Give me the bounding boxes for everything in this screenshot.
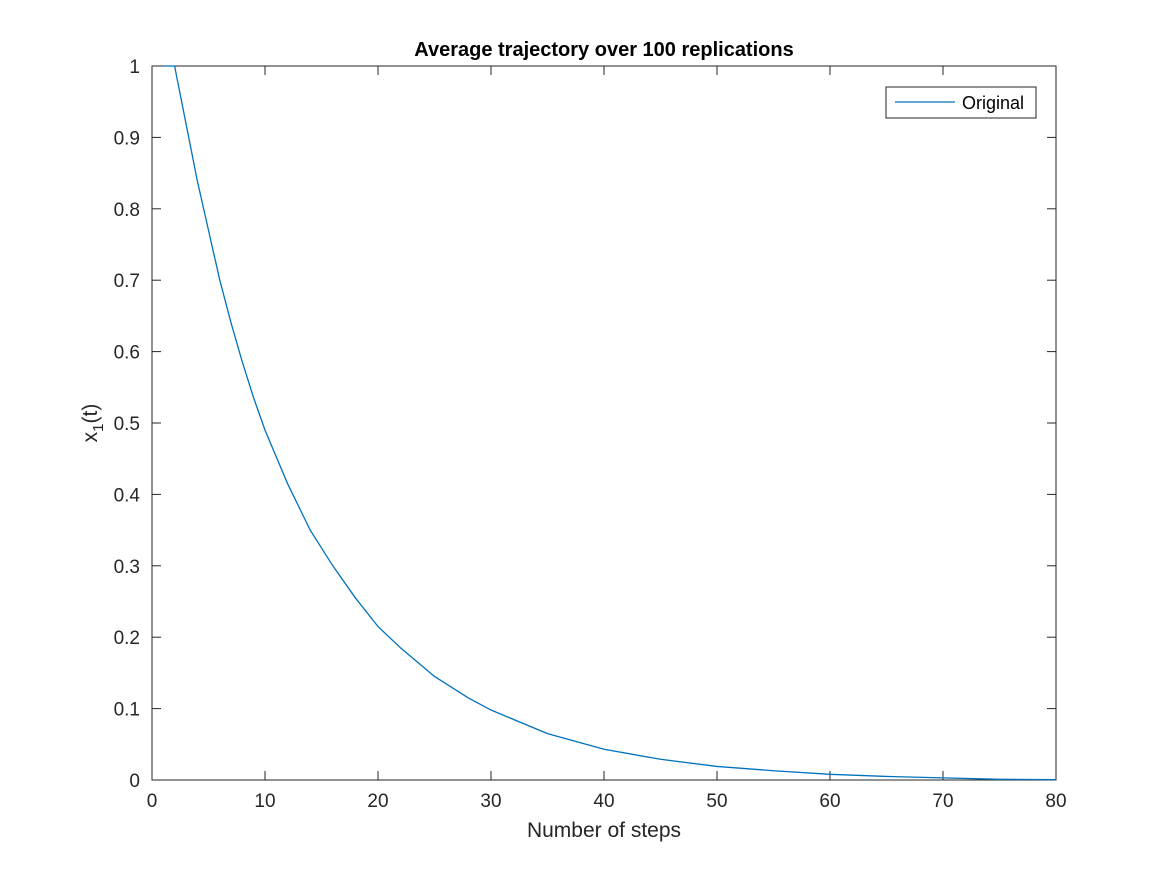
y-tick-label: 0.5 (114, 414, 140, 435)
x-tick-label: 30 (480, 791, 501, 812)
y-tick-label: 0.1 (114, 700, 140, 721)
plot-area (151, 65, 1057, 781)
y-tick-label: 0 (129, 771, 140, 792)
series-line-original (163, 65, 1057, 781)
x-tick-label: 60 (819, 791, 840, 812)
x-tick-label: 40 (593, 791, 614, 812)
y-tick-label: 0.7 (114, 271, 140, 292)
y-tick-label: 0.2 (114, 628, 140, 649)
legend-label-original: Original (962, 93, 1024, 113)
legend: Original (885, 86, 1037, 119)
axis-tick-labels: 0 10 20 30 40 50 60 70 80 0 0.1 0.2 0.3 0.4 0.5 0.6 0.7 0… (114, 57, 1067, 812)
x-tick-label: 10 (254, 791, 275, 812)
y-tick-label: 0.6 (114, 343, 140, 364)
x-axis-label: Number of steps (527, 819, 681, 842)
y-tick-label: 0.4 (114, 485, 141, 506)
y-axis-label: x1(t) (79, 404, 107, 443)
x-tick-label: 50 (706, 791, 727, 812)
y-tick-label: 0.9 (114, 128, 140, 149)
y-tick-label: 0.8 (114, 200, 140, 221)
y-tick-label: 0.3 (114, 557, 140, 578)
y-axis-label-suffix: (t) (79, 404, 102, 424)
x-tick-label: 70 (932, 791, 953, 812)
y-axis-label-subscript: 1 (90, 423, 107, 431)
x-tick-label: 0 (147, 791, 158, 812)
chart-title: Average trajectory over 100 replications (414, 39, 793, 61)
x-tick-label: 20 (367, 791, 388, 812)
y-axis-label-base: x (79, 431, 102, 442)
y-tick-label: 1 (129, 57, 140, 78)
x-tick-label: 80 (1045, 791, 1066, 812)
